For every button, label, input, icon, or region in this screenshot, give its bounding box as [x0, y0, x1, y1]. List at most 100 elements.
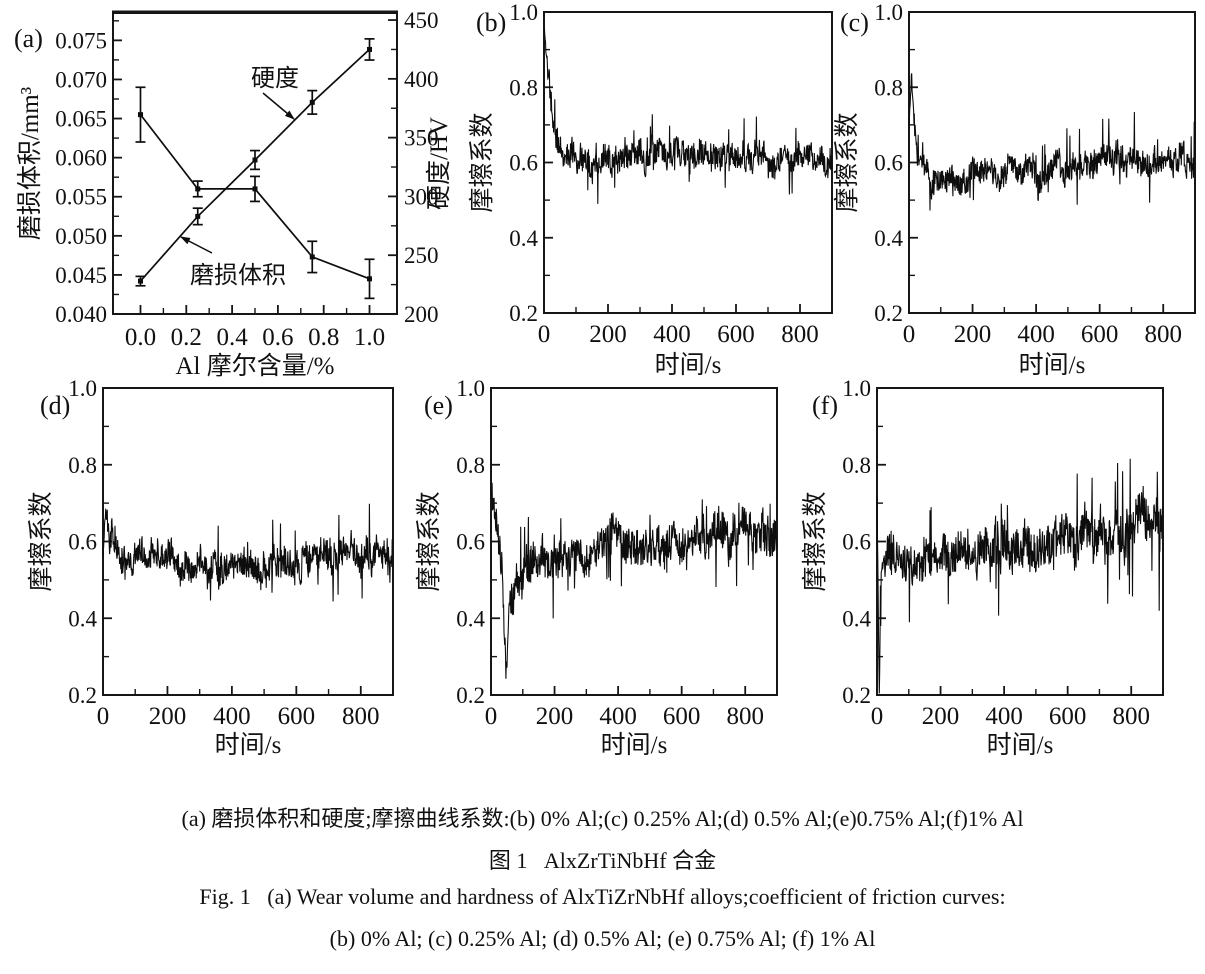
x-tick-label: 0.2 — [171, 324, 202, 351]
right-tick-label: 450 — [404, 8, 439, 33]
x-tick-label: 0.4 — [216, 324, 248, 351]
panel-letter: (d) — [40, 391, 70, 420]
x-tick-label: 400 — [1017, 321, 1055, 348]
annotation-hardness: 硬度 — [251, 65, 299, 92]
y-tick-label: 0.2 — [456, 683, 485, 708]
y-axis-label: 摩擦系数 — [415, 491, 443, 591]
x-tick-label: 0.0 — [125, 324, 156, 351]
x-tick-label: 400 — [985, 703, 1023, 730]
x-axis-label: 时间/s — [987, 731, 1054, 759]
y-tick-label: 1.0 — [456, 376, 485, 401]
series-wear-volume — [135, 86, 375, 300]
panel-letter: (e) — [424, 391, 453, 420]
y-tick-label: 0.8 — [509, 75, 538, 100]
x-tick-label: 600 — [1081, 321, 1119, 348]
data-point — [252, 157, 258, 163]
left-axis-label: 磨损体积/mm³ — [16, 86, 44, 240]
y-tick-label: 0.4 — [874, 226, 903, 251]
y-tick-label: 0.8 — [456, 453, 485, 478]
y-tick-label: 0.4 — [842, 606, 871, 631]
y-tick-label: 0.4 — [456, 606, 485, 631]
friction-curve — [102, 503, 394, 602]
caption-en-title: Fig. 1 (a) Wear volume and hardness of A… — [199, 884, 1006, 909]
x-tick-label: 0.8 — [308, 324, 339, 351]
right-tick-label: 400 — [404, 67, 439, 92]
left-tick-label: 0.070 — [55, 67, 107, 92]
plot-frame — [102, 387, 394, 696]
caption-cn-title: 图 1 AlxZrTiNbHf 合金 — [488, 848, 717, 873]
y-tick-label: 1.0 — [874, 0, 903, 25]
left-tick-label: 0.045 — [55, 263, 107, 288]
x-axis-label: 时间/s — [215, 731, 282, 759]
x-tick-label: 800 — [726, 703, 764, 730]
left-tick-label: 0.055 — [55, 185, 107, 210]
y-tick-label: 1.0 — [68, 376, 97, 401]
y-axis-label: 摩擦系数 — [833, 112, 861, 212]
data-point — [367, 276, 373, 282]
left-tick-label: 0.040 — [55, 302, 107, 327]
x-tick-label: 600 — [663, 703, 701, 730]
x-tick-label: 0 — [871, 703, 884, 730]
friction-curve — [876, 458, 1164, 694]
data-point — [309, 99, 315, 105]
left-tick-label: 0.065 — [55, 107, 107, 132]
x-tick-label: 200 — [149, 703, 187, 730]
y-tick-label: 0.4 — [509, 226, 538, 251]
left-tick-label: 0.060 — [55, 146, 107, 171]
left-tick-label: 0.050 — [55, 224, 107, 249]
y-tick-label: 0.6 — [68, 530, 97, 555]
x-tick-label: 1.0 — [354, 324, 385, 351]
friction-curve — [543, 26, 833, 204]
y-tick-label: 0.2 — [842, 683, 871, 708]
x-tick-label: 800 — [342, 703, 380, 730]
x-tick-label: 600 — [278, 703, 316, 730]
data-point — [252, 186, 258, 192]
x-tick-label: 0 — [538, 321, 551, 348]
y-tick-label: 0.2 — [68, 683, 97, 708]
right-tick-label: 300 — [404, 184, 439, 209]
x-tick-label: 0 — [97, 703, 110, 730]
y-tick-label: 0.8 — [842, 453, 871, 478]
y-tick-label: 0.4 — [68, 606, 97, 631]
x-tick-label: 800 — [781, 321, 819, 348]
x-tick-label: 200 — [922, 703, 960, 730]
annotation-arrow — [180, 236, 213, 254]
x-tick-label: 600 — [1049, 703, 1087, 730]
panel-letter: (b) — [476, 8, 506, 37]
friction-curve — [908, 73, 1196, 211]
y-tick-label: 1.0 — [842, 376, 871, 401]
plot-frame — [543, 11, 833, 314]
panel-letter: (a) — [14, 24, 43, 53]
x-tick-label: 0 — [485, 703, 498, 730]
y-tick-label: 0.8 — [874, 75, 903, 100]
x-tick-label: 400 — [213, 703, 251, 730]
figure-canvas: 0.040 0.045 0.050 0.055 0.060 0.065 0.070 0.075… — [14, 0, 1196, 759]
data-point — [309, 254, 315, 260]
y-axis-label: 摩擦系数 — [27, 491, 55, 591]
x-axis-label: Al 摩尔含量/% — [175, 352, 334, 380]
x-tick-label: 800 — [1144, 321, 1182, 348]
y-tick-label: 1.0 — [509, 0, 538, 25]
y-axis-label: 摩擦系数 — [801, 491, 829, 591]
data-point — [195, 186, 201, 192]
right-tick-label: 200 — [404, 302, 439, 327]
data-point — [137, 112, 143, 118]
x-tick-label: 200 — [589, 321, 627, 348]
y-axis-label: 摩擦系数 — [468, 112, 496, 212]
y-tick-label: 0.6 — [874, 151, 903, 176]
panel-a: 0.040 0.045 0.050 0.055 0.060 0.065 0.070 0.075… — [14, 8, 453, 380]
x-tick-label: 200 — [954, 321, 992, 348]
panel-letter: (f) — [812, 391, 838, 420]
x-tick-label: 0 — [903, 321, 916, 348]
y-tick-label: 0.6 — [509, 151, 538, 176]
x-axis-label: 时间/s — [601, 731, 668, 759]
x-tick-label: 0.6 — [262, 324, 293, 351]
data-point — [137, 278, 143, 284]
right-tick-label: 250 — [404, 243, 439, 268]
right-tick-label: 350 — [404, 126, 439, 151]
x-tick-label: 600 — [717, 321, 755, 348]
